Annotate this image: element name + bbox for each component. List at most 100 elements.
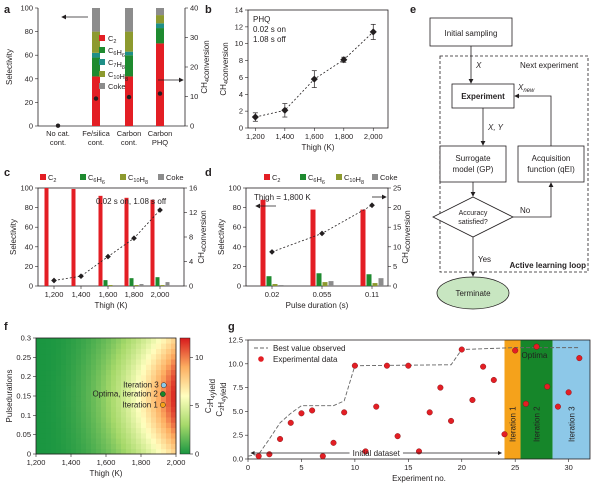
initial-sampling-box: [429, 17, 513, 47]
g-experiment-point: [255, 453, 262, 460]
f-heat-cell: [91, 401, 97, 407]
f-heat-cell: [86, 406, 92, 413]
f-heat-cell: [131, 343, 137, 349]
f-heat-cell: [101, 385, 107, 392]
f-heat-cell: [126, 427, 132, 434]
b-ylabel: CH4conversion: [219, 42, 230, 95]
g-ylabel-sub: 4: [222, 399, 228, 402]
f-heat-cell: [126, 348, 132, 355]
b-annotation: PHQ: [253, 15, 270, 24]
f-heat-cell: [141, 396, 147, 402]
g-ytick-label: 0.0: [233, 455, 243, 464]
f-heat-cell: [61, 396, 67, 402]
f-heat-cell: [76, 411, 82, 418]
f-heat-cell: [161, 432, 167, 439]
c-legend-label-sub: 6: [102, 180, 105, 186]
f-heat-cell: [146, 427, 152, 434]
a-conversion-point: [93, 96, 99, 101]
a-bar-C7H8: [125, 51, 133, 56]
g-legend-dot: [258, 356, 264, 362]
f-heat-cell: [66, 406, 72, 413]
c-xtick-label: 2,000: [151, 290, 170, 299]
f-heat-cell: [56, 401, 62, 407]
f-heat-cell: [116, 359, 122, 365]
f-heat-cell: [51, 364, 57, 371]
f-heat-cell: [136, 427, 142, 434]
f-heat-cell: [116, 385, 122, 392]
f-heat-cell: [91, 364, 97, 371]
f-heat-cell: [141, 364, 147, 371]
f-heat-cell: [51, 359, 57, 365]
f-heat-cell: [121, 348, 127, 355]
a-category-label: Fe/silica: [82, 129, 110, 138]
f-heat-cell: [101, 396, 107, 402]
f-ytick-label: 0: [27, 450, 31, 459]
f-heat-cell: [161, 343, 167, 349]
f-heat-cell: [146, 448, 152, 455]
d-y2tick-label: 25: [393, 184, 401, 193]
f-heat-cell: [81, 448, 87, 455]
f-heat-cell: [66, 448, 72, 455]
f-heat-cell: [46, 443, 52, 450]
g-region-2: [520, 340, 553, 459]
f-heat-cell: [91, 448, 97, 455]
a-bar-C2: [156, 43, 164, 126]
c-y2label-part: CH: [197, 252, 206, 264]
f-heat-cell: [151, 396, 157, 402]
f-heat-cell: [81, 385, 87, 392]
d-legend-label: Coke: [380, 173, 398, 182]
f-heat-cell: [91, 422, 97, 429]
f-heat-cell: [146, 432, 152, 439]
a-legend-label: C2: [108, 34, 116, 45]
f-heat-cell: [61, 359, 67, 365]
a-ytick-label: 20: [25, 98, 33, 107]
f-heat-cell: [91, 359, 97, 365]
g-experiment-point: [469, 396, 476, 403]
f-heat-cell: [76, 343, 82, 349]
f-heat-cell: [171, 401, 177, 407]
f-heat-cell: [116, 380, 122, 386]
f-heat-cell: [66, 390, 72, 397]
acquisition-text-1: Acquisition: [532, 154, 571, 163]
panel-d-chart: 0 20 40 60 80 100 0 5 10 15 20 25 0.02 0.055 0.11 Pulse…: [217, 173, 412, 310]
f-heat-cell: [101, 411, 107, 418]
f-heat-cell: [36, 390, 42, 397]
f-heat-cell: [161, 417, 167, 423]
d-bar-Coke: [328, 281, 334, 286]
a-ytick-label: 80: [25, 27, 33, 36]
f-heat-cell: [156, 401, 162, 407]
f-heat-cell: [111, 390, 117, 397]
f-heat-cell: [146, 359, 152, 365]
f-heat-cell: [71, 422, 77, 429]
f-heat-cell: [66, 374, 72, 381]
f-heat-cell: [166, 380, 172, 386]
c-y2label-sub: 4: [202, 249, 208, 252]
f-heat-cell: [136, 448, 142, 455]
f-heat-cell: [91, 374, 97, 381]
f-heat-cell: [36, 348, 42, 355]
f-heat-cell: [46, 417, 52, 423]
g-experiment-point: [287, 419, 294, 426]
a-bar-C7H8: [92, 52, 100, 58]
arrow-no-to-acquisition: [513, 182, 554, 218]
f-heat-cell: [86, 443, 92, 450]
a-legend-label-part: C: [108, 70, 114, 79]
f-heat-cell: [146, 380, 152, 386]
f-heat-cell: [146, 369, 152, 376]
c-legend-label: C2: [48, 173, 56, 184]
g-xtick-label: 5: [299, 463, 303, 472]
d-legend-label-part: H: [356, 175, 361, 184]
d-ylabel-part: Selectivity: [217, 219, 226, 255]
c-xtick-label: 1,800: [125, 290, 144, 299]
c-bar-C6H6: [155, 277, 160, 286]
f-heat-cell: [86, 374, 92, 381]
f-heat-cell: [116, 427, 122, 434]
a-ytick-label: 100: [20, 4, 33, 13]
a-conversion-point: [126, 94, 132, 100]
f-heat-cell: [121, 417, 127, 423]
f-heat-cell: [126, 422, 132, 429]
f-heat-cell: [86, 353, 92, 360]
f-heat-cell: [76, 448, 82, 455]
a-bar-C6H6: [156, 28, 164, 44]
f-heat-cell: [41, 406, 47, 413]
